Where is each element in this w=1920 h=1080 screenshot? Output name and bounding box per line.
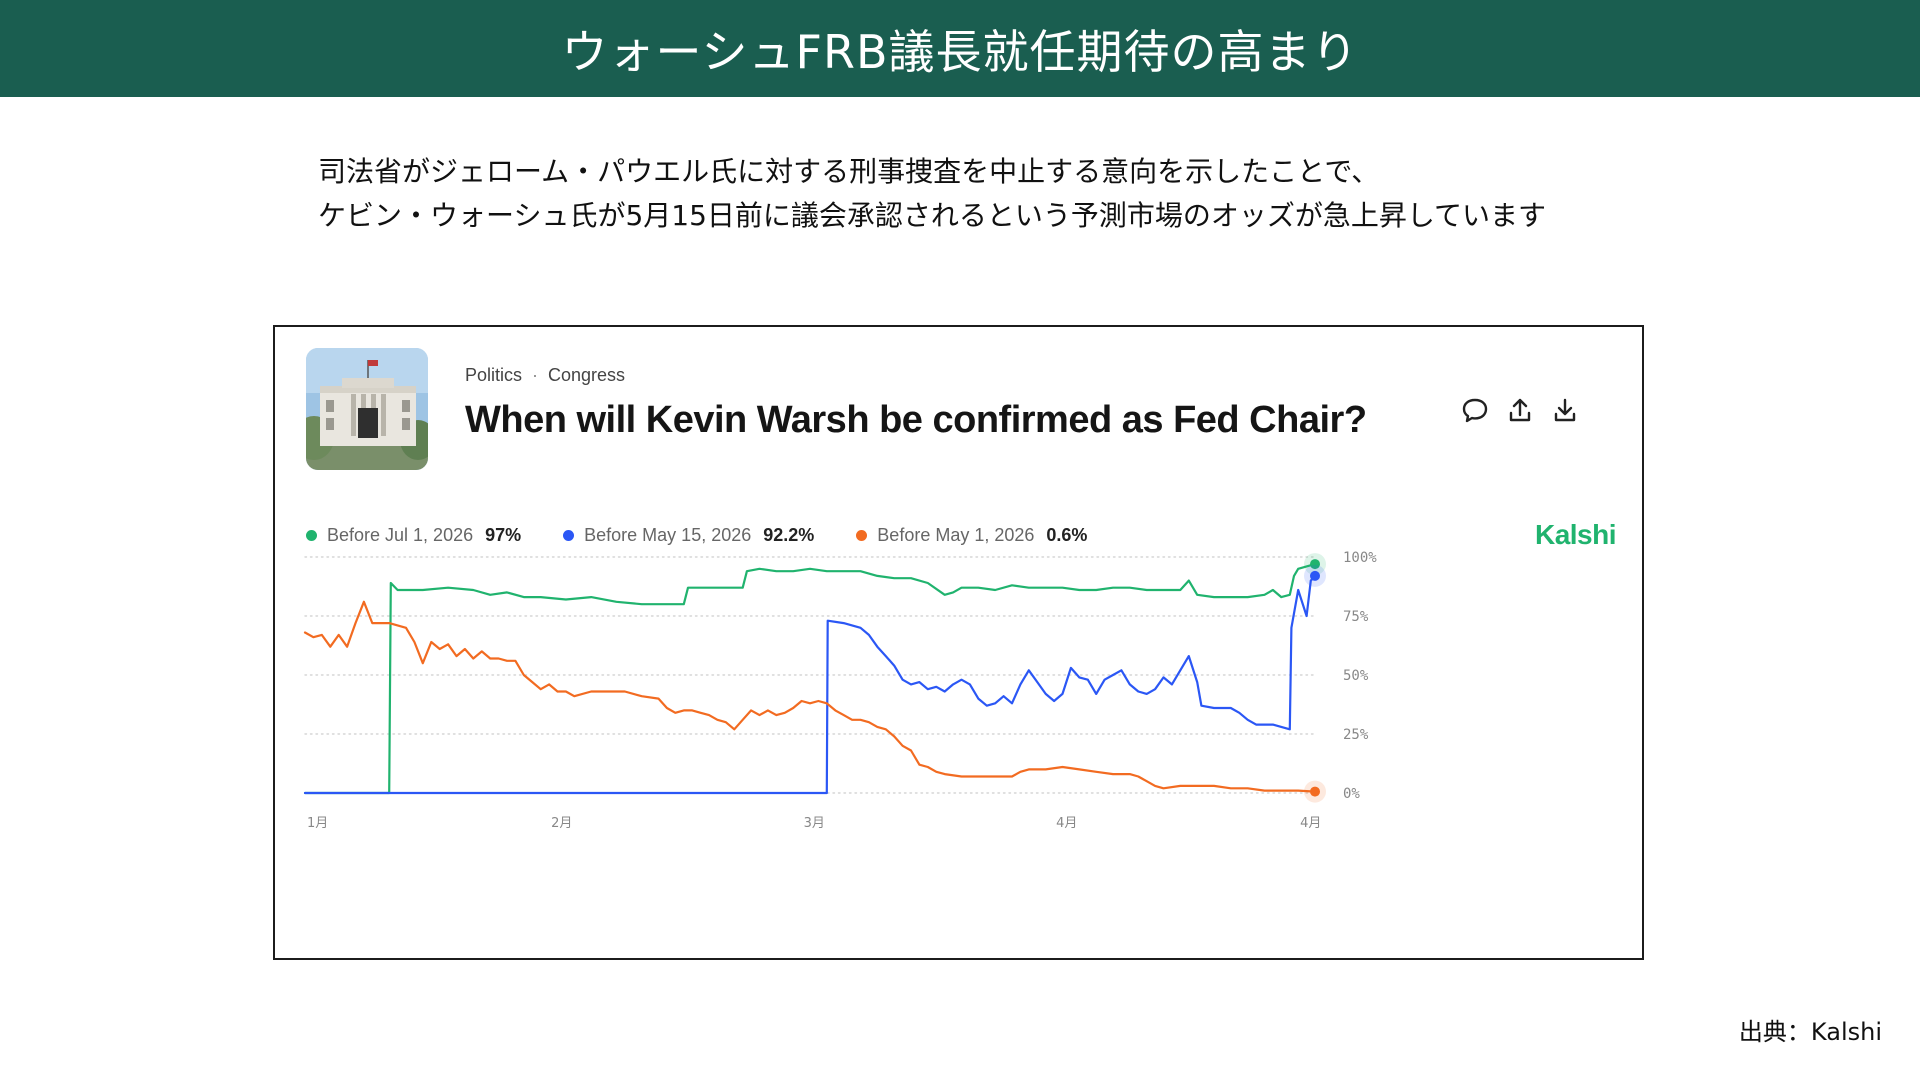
legend-dot-may1: [856, 530, 868, 541]
series-line-0: [303, 563, 1317, 795]
download-icon[interactable]: [1548, 393, 1582, 427]
page-title: ウォーシュFRB議長就任期待の高まり: [561, 24, 1359, 79]
breadcrumb: Politics · Congress: [465, 365, 625, 386]
x-tick-label: 1月: [307, 816, 328, 831]
breadcrumb-subcategory[interactable]: Congress: [548, 365, 626, 385]
legend-item-may15[interactable]: Before May 15, 2026 92.2%: [563, 525, 814, 546]
y-tick-label: 25%: [1343, 727, 1369, 743]
x-tick-label: 4月: [1056, 816, 1077, 831]
legend-item-may1[interactable]: Before May 1, 2026 0.6%: [856, 525, 1087, 546]
kalshi-logo[interactable]: Kalshi: [1534, 519, 1617, 550]
market-question: When will Kevin Warsh be confirmed as Fe…: [465, 399, 1367, 441]
x-tick-label: 2月: [551, 816, 572, 831]
legend-value-may1: 0.6%: [1046, 525, 1088, 545]
series-end-point-0: [1310, 559, 1320, 570]
legend-value-may15: 92.2%: [763, 525, 815, 545]
probability-chart[interactable]: 100% 75% 50% 25% 0% 1月 2月 3月 4月 4月: [275, 327, 1642, 958]
series-line-1: [303, 574, 1317, 795]
legend-value-jul1: 97%: [485, 525, 522, 545]
source-credit: 出典：Kalshi: [1738, 1018, 1882, 1046]
x-tick-label: 4月: [1300, 816, 1321, 831]
title-bar: ウォーシュFRB議長就任期待の高まり: [0, 0, 1920, 97]
y-tick-label: 50%: [1343, 668, 1369, 684]
intro-line-2: ケビン・ウォーシュ氏が5月15日前に議会承認されるという予測市場のオッズが急上昇…: [318, 199, 1547, 232]
series-line-2: [303, 600, 1317, 793]
legend-item-jul1[interactable]: Before Jul 1, 2026 97%: [306, 525, 521, 546]
market-card: Politics · Congress When will Kevin Warsh …: [273, 325, 1644, 960]
market-thumbnail: [306, 348, 428, 470]
legend-label-jul1: Before Jul 1, 2026: [327, 525, 474, 545]
series-end-point-1: [1310, 570, 1320, 581]
chart-legend: Before Jul 1, 2026 97% Before May 15, 20…: [306, 525, 1087, 546]
breadcrumb-category[interactable]: Politics: [465, 365, 523, 385]
y-tick-label: 0%: [1343, 786, 1360, 802]
y-tick-label: 100%: [1343, 550, 1377, 566]
legend-dot-jul1: [306, 530, 317, 541]
legend-label-may1: Before May 1, 2026: [877, 525, 1035, 545]
legend-label-may15: Before May 15, 2026: [584, 525, 752, 545]
intro-text: 司法省がジェローム・パウエル氏に対する刑事捜査を中止する意向を示したことで、 ケ…: [318, 150, 1546, 238]
legend-dot-may15: [563, 530, 575, 541]
x-tick-label: 3月: [804, 816, 825, 831]
series-end-point-2: [1310, 786, 1320, 797]
comment-icon[interactable]: [1458, 393, 1492, 427]
y-tick-label: 75%: [1343, 609, 1369, 625]
share-icon[interactable]: [1503, 393, 1537, 427]
breadcrumb-separator: ·: [532, 365, 539, 385]
intro-line-1: 司法省がジェローム・パウエル氏に対する刑事捜査を中止する意向を示したことで、: [318, 155, 1380, 188]
